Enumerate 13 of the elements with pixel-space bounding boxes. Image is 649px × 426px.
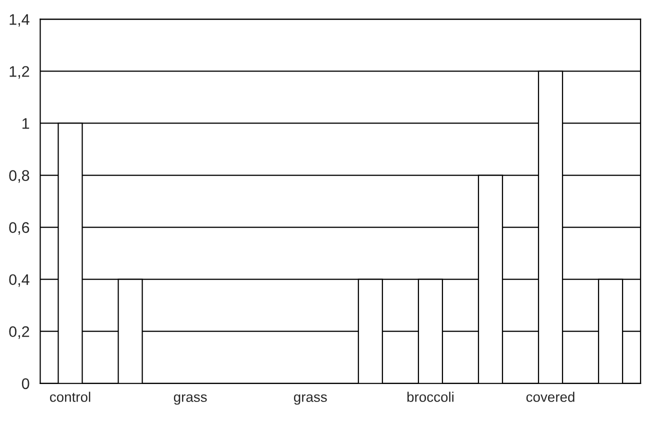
y-tick-label: 0,4 [9,274,30,287]
x-tick-label: control [50,392,90,402]
y-tick-label: 1,2 [10,66,30,79]
x-tick-label: grass [294,394,327,405]
y-tick-label: 0 [22,378,30,390]
y-tick-label: 1,4 [10,14,30,27]
x-tick-label: broccoli [407,392,454,402]
x-tick-label: covered [526,392,574,402]
y-tick-label: 0,2 [9,326,30,339]
x-tick-label: grass [174,394,207,405]
y-tick-label: 1 [22,118,30,129]
y-tick-label: 0,8 [9,170,30,183]
y-tick-label: 0,6 [9,222,30,235]
